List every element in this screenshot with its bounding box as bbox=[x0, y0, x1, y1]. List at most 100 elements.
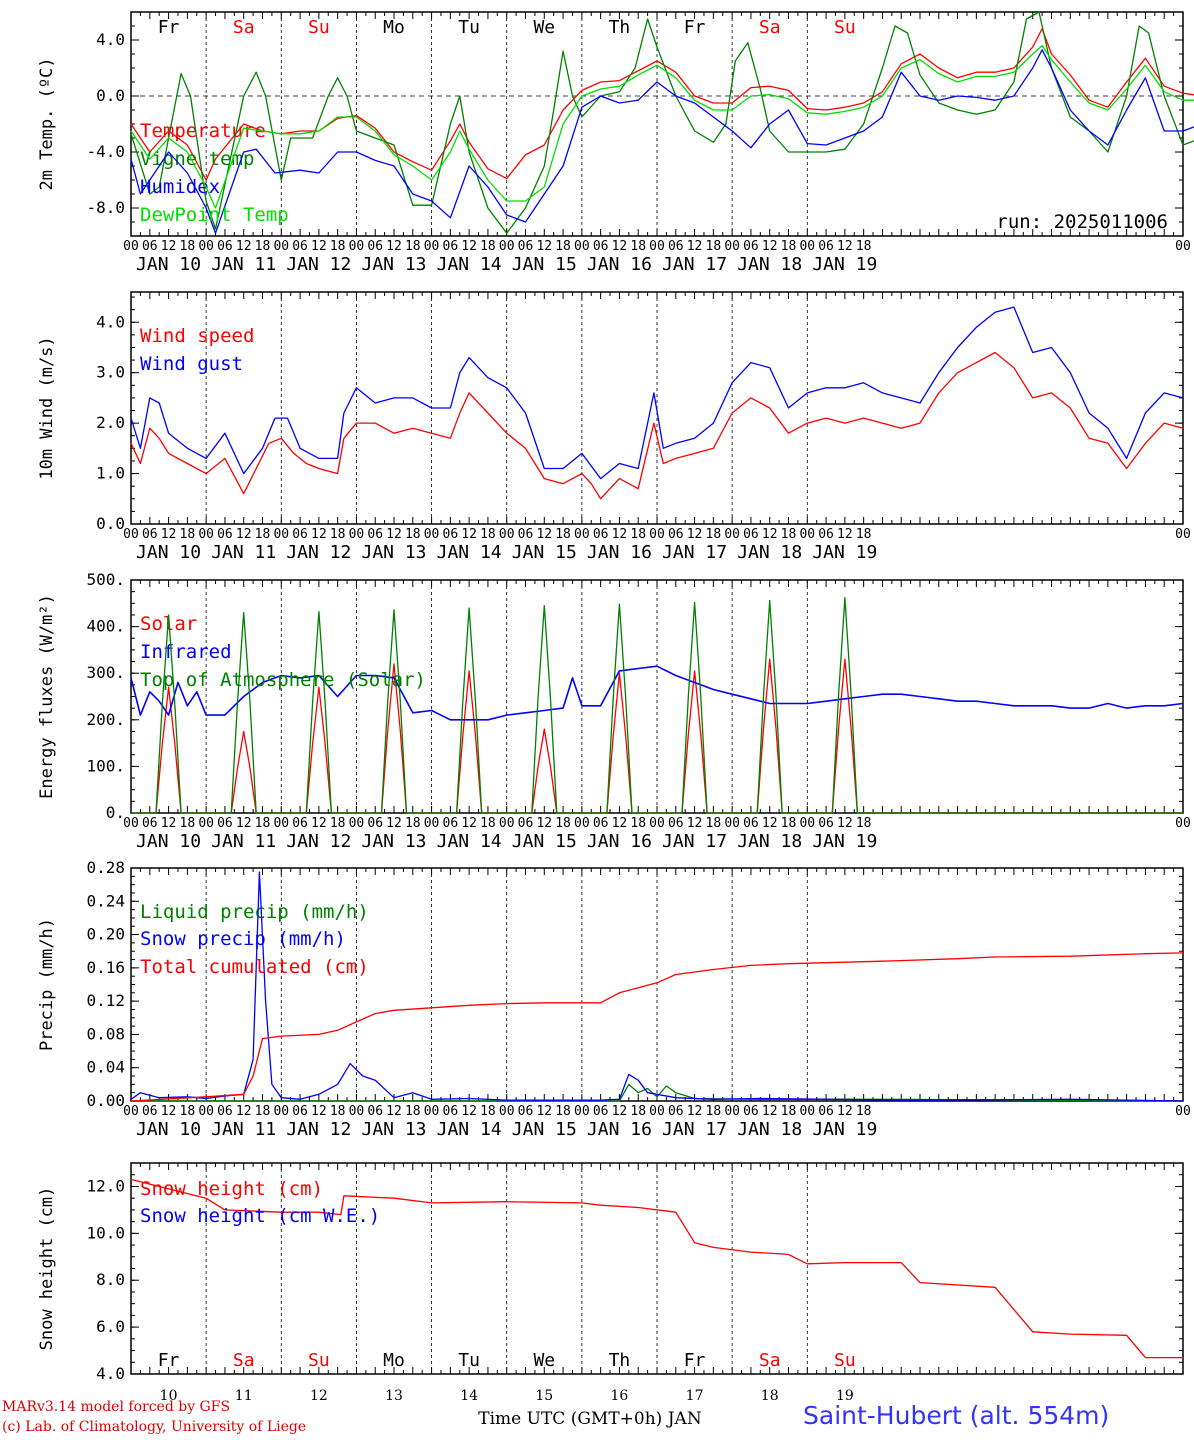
x-hour-label: 00 bbox=[799, 239, 815, 254]
x-hour-label: 06 bbox=[518, 816, 534, 831]
x-date-label: JAN 11 bbox=[211, 831, 276, 852]
x-date-label: JAN 15 bbox=[512, 542, 577, 563]
x-hour-label: 18 bbox=[405, 527, 421, 542]
y-tick-label: 400. bbox=[86, 617, 125, 636]
x-hour-label: 06 bbox=[217, 239, 233, 254]
x-hour-label: 12 bbox=[687, 816, 703, 831]
series-line-top-of-atmosphere-solar- bbox=[131, 597, 1183, 814]
x-date-label: JAN 10 bbox=[136, 254, 201, 275]
x-hour-label: 06 bbox=[743, 527, 759, 542]
x-hour-label: 06 bbox=[518, 527, 534, 542]
x-hour-label: 18 bbox=[180, 239, 196, 254]
x-hour-label: 00 bbox=[424, 239, 440, 254]
x-hour-label: 06 bbox=[292, 816, 308, 831]
y-axis-title: Energy fluxes (W/m²) bbox=[37, 594, 57, 799]
y-tick-label: 0.16 bbox=[86, 958, 125, 977]
x-hour-label: 00 bbox=[574, 239, 590, 254]
x-hour-label: 00 bbox=[724, 239, 740, 254]
x-date-label: JAN 18 bbox=[737, 542, 802, 563]
series-line-dewpoint-temp bbox=[130, 44, 1194, 209]
x-hour-label: 00 bbox=[649, 527, 665, 542]
x-hour-label: 00 bbox=[799, 527, 815, 542]
x-hour-label: 00 bbox=[1175, 527, 1191, 542]
x-hour-label: 18 bbox=[630, 816, 646, 831]
x-hour-label: 00 bbox=[198, 1104, 214, 1119]
x-date-label: JAN 17 bbox=[662, 831, 727, 852]
y-tick-label: 0.28 bbox=[86, 858, 125, 877]
y-tick-label: 0.04 bbox=[86, 1058, 125, 1077]
y-tick-label: -8.0 bbox=[86, 198, 125, 217]
x-hour-label: 00 bbox=[349, 1104, 365, 1119]
x-hour-label: 18 bbox=[706, 1104, 722, 1119]
y-tick-label: 4.0 bbox=[96, 1364, 125, 1383]
x-hour-label: 12 bbox=[161, 527, 177, 542]
x-hour-label: 12 bbox=[687, 527, 703, 542]
day-of-week-label: We bbox=[533, 1350, 555, 1371]
x-hour-label: 00 bbox=[123, 239, 139, 254]
x-hour-label: 06 bbox=[142, 239, 158, 254]
x-date-label: JAN 19 bbox=[812, 1119, 877, 1140]
x-axis-title: Time UTC (GMT+0h) JAN bbox=[478, 1409, 702, 1429]
x-hour-label: 00 bbox=[649, 239, 665, 254]
series-line-vigne-temp bbox=[130, 11, 1194, 234]
day-of-week-label: Sa bbox=[233, 17, 255, 38]
x-hour-label: 18 bbox=[255, 1104, 271, 1119]
day-of-week-label: Sa bbox=[759, 1350, 781, 1371]
x-hour-label: 12 bbox=[837, 239, 853, 254]
x-hour-label: 00 bbox=[273, 239, 289, 254]
x-hour-label: 06 bbox=[668, 527, 684, 542]
day-of-week-label: Mo bbox=[383, 1350, 405, 1371]
x-hour-label: 12 bbox=[461, 1104, 477, 1119]
x-hour-label: 18 bbox=[630, 1104, 646, 1119]
footer-model-line: MARv3.14 model forced by GFS bbox=[2, 1399, 231, 1415]
x-hour-label: 00 bbox=[649, 1104, 665, 1119]
x-date-number: 17 bbox=[686, 1388, 704, 1404]
x-hour-label: 06 bbox=[743, 239, 759, 254]
station-title: Saint-Hubert (alt. 554m) bbox=[803, 1401, 1110, 1430]
legend-entry: Humidex bbox=[140, 176, 220, 198]
x-hour-label: 00 bbox=[273, 816, 289, 831]
x-hour-label: 12 bbox=[311, 527, 327, 542]
x-hour-label: 12 bbox=[837, 816, 853, 831]
legend-entry: Wind gust bbox=[140, 353, 243, 375]
x-date-label: JAN 18 bbox=[737, 1119, 802, 1140]
x-hour-label: 18 bbox=[555, 239, 571, 254]
x-hour-label: 18 bbox=[781, 239, 797, 254]
y-tick-label: 10.0 bbox=[86, 1223, 125, 1242]
x-date-label: JAN 10 bbox=[136, 542, 201, 563]
x-hour-label: 18 bbox=[330, 816, 346, 831]
x-date-label: JAN 18 bbox=[737, 254, 802, 275]
x-date-label: JAN 16 bbox=[587, 542, 652, 563]
x-date-number: 12 bbox=[310, 1388, 328, 1404]
x-hour-label: 00 bbox=[724, 527, 740, 542]
y-axis-title: Precip (mm/h) bbox=[37, 918, 57, 1051]
day-of-week-label: Th bbox=[609, 17, 631, 38]
y-tick-label: 4.0 bbox=[96, 30, 125, 49]
x-hour-label: 12 bbox=[236, 816, 252, 831]
x-hour-label: 12 bbox=[236, 239, 252, 254]
x-hour-label: 12 bbox=[762, 1104, 778, 1119]
x-hour-label: 18 bbox=[255, 527, 271, 542]
x-hour-label: 12 bbox=[236, 527, 252, 542]
series-line-infrared bbox=[130, 665, 1184, 721]
x-hour-label: 12 bbox=[612, 239, 628, 254]
x-hour-label: 00 bbox=[1175, 816, 1191, 831]
x-hour-label: 12 bbox=[536, 816, 552, 831]
x-date-label: JAN 16 bbox=[587, 1119, 652, 1140]
x-date-label: JAN 16 bbox=[587, 831, 652, 852]
y-axis-title: Snow height (cm) bbox=[37, 1187, 57, 1351]
day-of-week-label: Su bbox=[834, 1350, 856, 1371]
x-hour-label: 18 bbox=[706, 239, 722, 254]
x-hour-label: 18 bbox=[555, 1104, 571, 1119]
x-hour-label: 18 bbox=[480, 527, 496, 542]
x-hour-label: 18 bbox=[480, 1104, 496, 1119]
x-date-number: 16 bbox=[611, 1388, 629, 1404]
x-hour-label: 00 bbox=[424, 816, 440, 831]
y-tick-label: 12.0 bbox=[86, 1176, 125, 1195]
x-date-label: JAN 14 bbox=[437, 1119, 502, 1140]
panel-4: 0.00 0.04 0.08 0.12 0.16 0.20 0.24 0.28 Precip (… bbox=[37, 858, 1191, 1140]
x-date-label: JAN 13 bbox=[361, 1119, 426, 1140]
x-hour-label: 00 bbox=[799, 816, 815, 831]
x-hour-label: 12 bbox=[762, 816, 778, 831]
